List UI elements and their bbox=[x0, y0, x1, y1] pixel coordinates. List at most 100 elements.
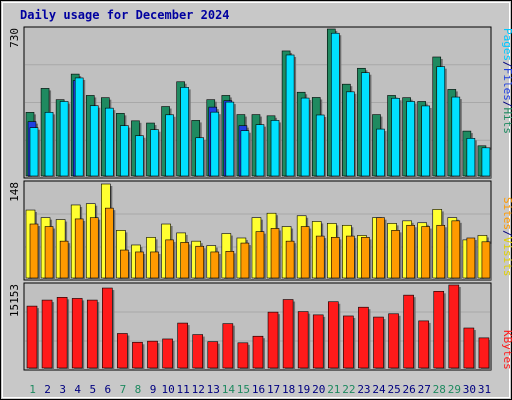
kbytes-bar bbox=[282, 299, 294, 369]
day-label: 30 bbox=[463, 383, 476, 396]
kbytes-bar bbox=[192, 334, 204, 369]
kbytes-bar bbox=[102, 287, 113, 369]
pages-bar bbox=[300, 97, 310, 177]
sites-bar bbox=[89, 217, 99, 279]
pages-bar bbox=[165, 114, 174, 177]
pages-bar bbox=[120, 125, 129, 177]
sites-bar bbox=[74, 218, 84, 279]
day-label: 2 bbox=[44, 383, 51, 396]
pages-bar bbox=[376, 128, 385, 177]
day-label: 3 bbox=[59, 383, 66, 396]
legend-entry: / bbox=[501, 61, 512, 68]
visits-max-label: 148 bbox=[8, 182, 21, 202]
kbytes-bar bbox=[222, 323, 234, 369]
sites-bar bbox=[225, 251, 235, 279]
legend-entry: Pages bbox=[501, 28, 512, 61]
kbytes-legend: KBytes bbox=[501, 330, 512, 370]
pages-bar bbox=[421, 105, 430, 177]
visits-bars bbox=[25, 183, 492, 280]
kbytes-bar bbox=[358, 306, 369, 369]
kbytes-bar bbox=[177, 322, 188, 369]
day-label: 22 bbox=[342, 383, 355, 396]
day-label: 29 bbox=[448, 383, 461, 396]
day-label: 17 bbox=[267, 383, 280, 396]
sites-bar bbox=[466, 237, 476, 279]
pages-bar bbox=[74, 77, 84, 177]
kbytes-bar bbox=[478, 337, 490, 369]
sites-bar bbox=[391, 230, 400, 279]
sites-bar bbox=[150, 251, 159, 279]
pages-bar bbox=[466, 138, 476, 177]
day-label: 21 bbox=[327, 383, 340, 396]
day-label: 14 bbox=[222, 383, 236, 396]
day-label: 1 bbox=[29, 383, 36, 396]
pages-bar bbox=[195, 137, 205, 177]
legend-entry: / bbox=[501, 101, 512, 108]
sites-bar bbox=[406, 224, 415, 279]
pages-bar bbox=[44, 112, 54, 177]
day-label: 20 bbox=[312, 383, 325, 396]
sites-bar bbox=[285, 240, 295, 279]
sites-bar bbox=[270, 228, 280, 279]
day-labels: 1 2 3 4 5 6 7 8 9 10 11 12 13 14 15 16 17 18 19 20 21 22 23 24 2… bbox=[29, 383, 491, 396]
day-label: 27 bbox=[418, 383, 431, 396]
pages-bar bbox=[391, 97, 400, 177]
sites-bar bbox=[180, 242, 189, 279]
pages-bar bbox=[150, 129, 159, 177]
day-label: 10 bbox=[161, 383, 174, 396]
kbytes-bar bbox=[237, 342, 249, 369]
pages-bar bbox=[29, 127, 39, 177]
sites-bar bbox=[255, 231, 265, 279]
sites-bar bbox=[59, 240, 69, 279]
kbytes-bar bbox=[448, 284, 460, 369]
pages-bar bbox=[89, 105, 99, 177]
legend-entry: Sites bbox=[501, 197, 512, 230]
day-label: 31 bbox=[478, 383, 491, 396]
pages-bar bbox=[135, 135, 144, 177]
kbytes-bar bbox=[56, 297, 68, 369]
hits-max-label: 730 bbox=[8, 28, 21, 48]
sites-bar bbox=[195, 245, 205, 279]
visits-legend: Sites/Visits bbox=[501, 197, 512, 277]
pages-bar bbox=[406, 101, 415, 177]
kbytes-bar bbox=[267, 311, 279, 369]
hits-legend: Pages/Files/Hits bbox=[501, 28, 512, 134]
kbytes-bar bbox=[403, 294, 414, 369]
day-label: 19 bbox=[297, 383, 310, 396]
day-label: 23 bbox=[357, 383, 370, 396]
sites-bar bbox=[421, 226, 430, 279]
kbytes-bar bbox=[71, 298, 83, 369]
visits-panel: 148 Sites/Visits bbox=[8, 180, 512, 281]
kbytes-bar bbox=[343, 315, 354, 369]
legend-entry: Visits bbox=[501, 237, 512, 277]
sites-bar bbox=[105, 207, 114, 279]
pages-bar bbox=[361, 72, 370, 177]
legend-entry: Hits bbox=[501, 108, 512, 135]
day-label: 16 bbox=[252, 383, 265, 396]
kbytes-bar bbox=[41, 299, 53, 369]
sites-bar bbox=[29, 223, 39, 279]
kbytes-bar bbox=[26, 305, 38, 369]
day-label: 11 bbox=[177, 383, 190, 396]
pages-bar bbox=[105, 107, 114, 177]
pages-bar bbox=[285, 54, 295, 177]
sites-bar bbox=[330, 237, 340, 279]
pages-bar bbox=[240, 130, 250, 177]
sites-bar bbox=[451, 220, 461, 279]
sites-bar bbox=[436, 224, 446, 279]
sites-bar bbox=[346, 235, 355, 279]
day-label: 9 bbox=[150, 383, 157, 396]
pages-bar bbox=[315, 114, 325, 177]
kbytes-panel: 15153 KBytes bbox=[8, 282, 512, 371]
pages-bar bbox=[481, 147, 491, 177]
sites-bar bbox=[165, 239, 174, 279]
kbytes-bars bbox=[26, 284, 491, 370]
kbytes-bar bbox=[132, 341, 143, 369]
kbytes-bar bbox=[418, 320, 429, 369]
kbytes-bar bbox=[433, 291, 445, 369]
kbytes-bar bbox=[162, 338, 173, 369]
day-label: 28 bbox=[433, 383, 446, 396]
sites-bar bbox=[120, 249, 129, 279]
